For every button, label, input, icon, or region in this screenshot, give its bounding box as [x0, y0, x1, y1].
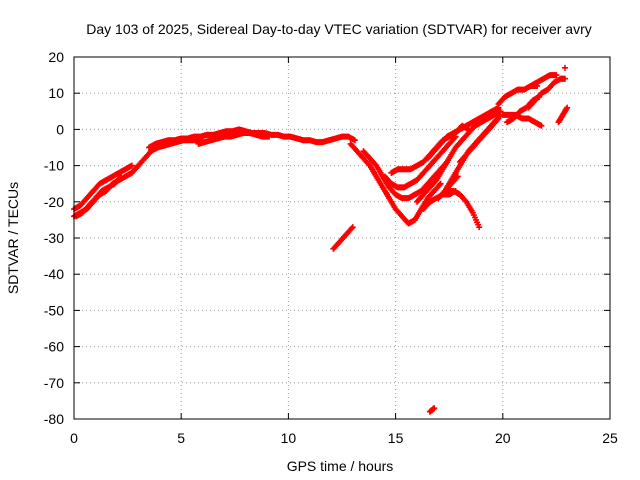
data-point: [553, 72, 560, 79]
y-tick-label: 20: [48, 49, 64, 65]
x-tick-label: 10: [281, 430, 297, 446]
x-tick-label: 25: [602, 430, 618, 446]
series-arc-18: [495, 82, 541, 108]
chart-title: Day 103 of 2025, Sidereal Day-to-day VTE…: [86, 21, 592, 37]
y-tick-label: -80: [44, 411, 64, 427]
y-tick-label: 0: [56, 121, 64, 137]
data-point: [351, 137, 358, 144]
series-arc-3: [73, 173, 125, 220]
series-arc-5: [146, 126, 358, 151]
series-arc-16: [444, 187, 483, 231]
data-point: [128, 162, 135, 169]
x-tick-label: 20: [495, 430, 511, 446]
data-point: [476, 224, 483, 231]
data-point: [495, 115, 502, 122]
data-point: [454, 173, 461, 180]
data-point: [266, 133, 273, 140]
y-axis-label: SDTVAR / TECUs: [5, 182, 21, 294]
y-tick-label: -60: [44, 339, 64, 355]
data-point: [538, 122, 545, 129]
marks-layer: [71, 64, 571, 415]
ticks-layer: [73, 56, 611, 420]
x-axis-label: GPS time / hours: [287, 458, 394, 474]
x-tick-label: 5: [177, 430, 185, 446]
y-tick-label: -70: [44, 375, 64, 391]
labels-layer: 0 5 10 15 20 25 20 10 0 -10 -20 -30 -40 -50 -60 -70 -80: [44, 49, 618, 446]
y-tick-label: -20: [44, 194, 64, 210]
x-tick-label: 15: [388, 430, 404, 446]
y-tick-label: 10: [48, 85, 64, 101]
series-arc-6: [195, 130, 273, 147]
series-arc-7: [347, 140, 444, 227]
series-arc-21: [525, 75, 568, 111]
x-tick-label: 0: [70, 430, 78, 446]
series-arc-12: [414, 108, 504, 205]
series-arc-14: [456, 115, 502, 165]
series-arc-23: [555, 104, 571, 126]
series-arc-25: [330, 224, 356, 252]
data-point: [564, 104, 571, 111]
series-arc-9: [381, 133, 459, 191]
series-arc-26: [426, 405, 438, 415]
data-point: [561, 75, 568, 82]
y-tick-label: -10: [44, 158, 64, 174]
y-tick-label: -50: [44, 302, 64, 318]
data-point: [437, 180, 444, 187]
series-arc-11: [424, 104, 502, 162]
series-arc-17: [435, 173, 461, 202]
data-point: [561, 64, 568, 71]
series-arc-2: [71, 162, 135, 213]
y-tick-label: -40: [44, 266, 64, 282]
data-point: [431, 405, 438, 412]
data-point: [118, 173, 125, 180]
y-tick-label: -30: [44, 230, 64, 246]
series-arc-24: [561, 64, 568, 71]
series-arc-22: [527, 72, 560, 89]
data-point: [349, 224, 356, 231]
